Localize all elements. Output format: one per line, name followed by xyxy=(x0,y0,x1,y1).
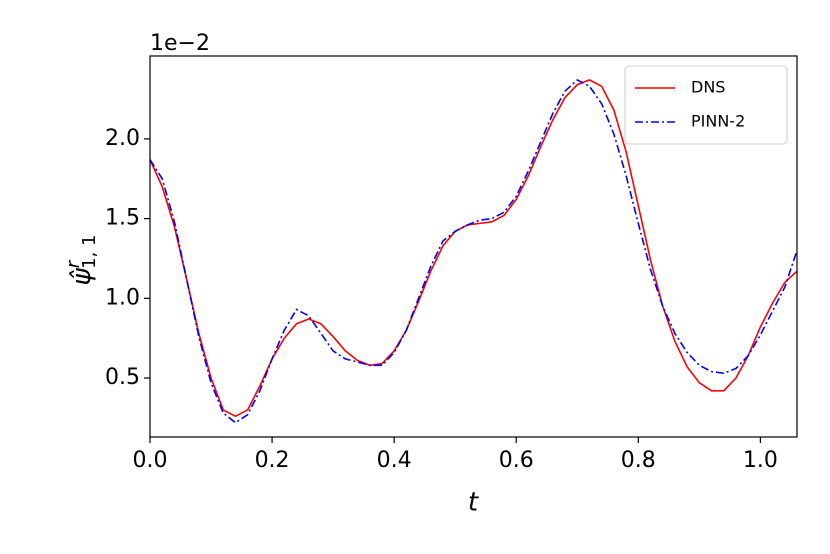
series-line xyxy=(149,79,798,418)
y-tick-label: 2.0 xyxy=(105,126,140,151)
y-tick-label: 1.5 xyxy=(105,206,140,231)
y-label-sup: r xyxy=(63,259,84,268)
x-axis-label: t xyxy=(468,488,479,518)
y-tick-label: 0.5 xyxy=(105,365,140,390)
x-tick-label: 0.8 xyxy=(621,448,656,473)
y-label-symbol: ψ̂ xyxy=(67,267,97,285)
y-axis-label: ψ̂r1, 1 xyxy=(63,235,100,286)
legend-label: PINN-2 xyxy=(691,112,745,131)
x-tick-label: 0.2 xyxy=(255,448,290,473)
x-tick-label: 0.6 xyxy=(499,448,534,473)
legend-box xyxy=(624,65,788,145)
legend-label: DNS xyxy=(691,78,725,97)
y-tick-label: 1.0 xyxy=(105,285,140,310)
x-tick-label: 0.4 xyxy=(377,448,412,473)
y-label-sub: 1, 1 xyxy=(79,235,100,269)
offset-label: 1e−2 xyxy=(150,31,210,56)
plot-frame xyxy=(149,55,798,438)
series-line xyxy=(149,78,798,424)
x-tick-label: 0.0 xyxy=(133,448,168,473)
x-tick-label: 1.0 xyxy=(743,448,778,473)
